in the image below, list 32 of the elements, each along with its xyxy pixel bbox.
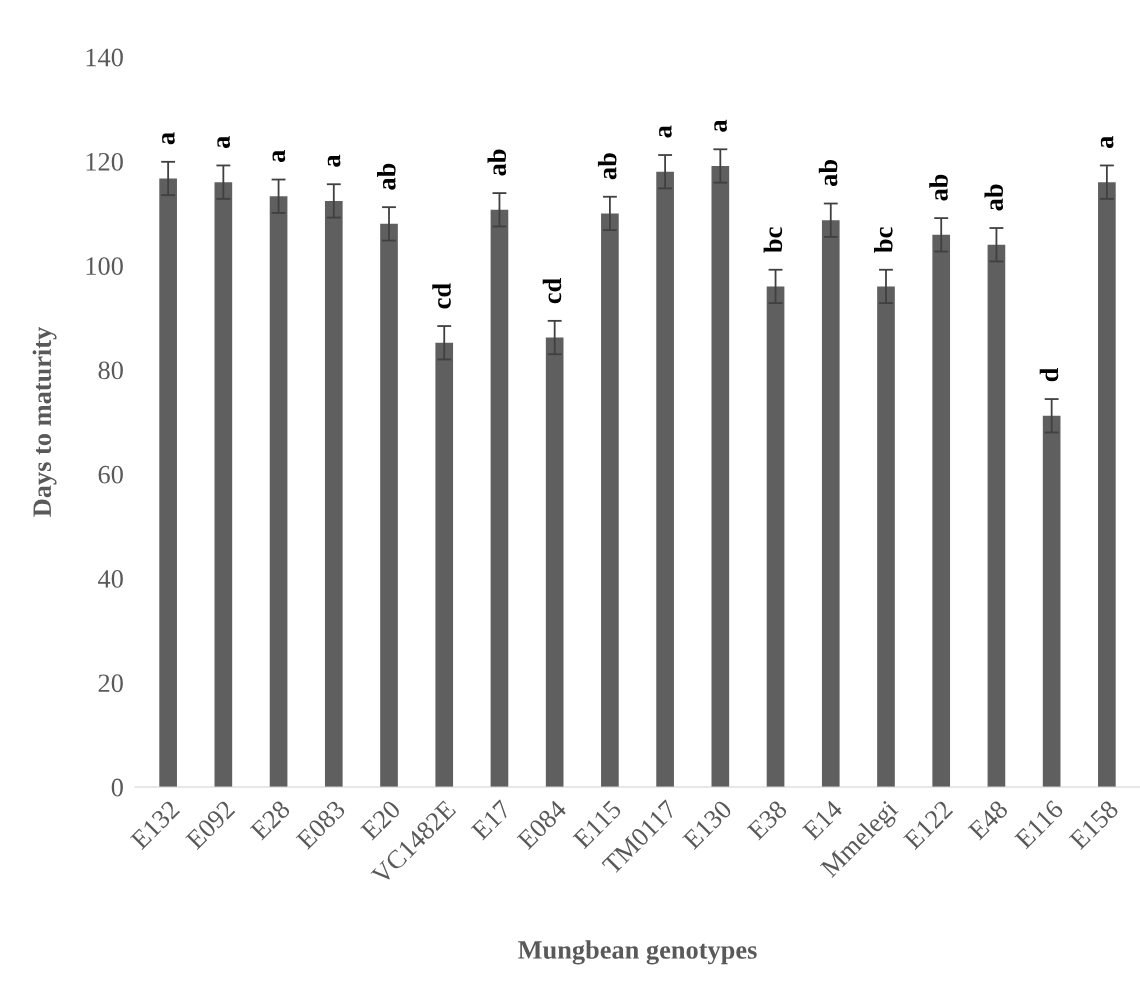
- annotation: ab: [818, 160, 838, 187]
- annotation: ab: [929, 174, 948, 201]
- annotation: a: [714, 119, 727, 132]
- x-axis-title: Mungbean genotypes: [518, 940, 757, 965]
- x-tick-label: E38: [746, 799, 788, 841]
- annotation: a: [659, 125, 672, 138]
- y-tick-label: 40: [98, 570, 123, 588]
- annotation: a: [217, 136, 230, 148]
- annotation: bc: [874, 227, 893, 253]
- y-tick-label: 80: [98, 361, 123, 380]
- y-tick-label: 140: [86, 48, 123, 67]
- annotation: ab: [377, 163, 396, 190]
- annotation: ab: [984, 184, 1004, 211]
- annotation: a: [162, 132, 175, 145]
- annotation: a: [327, 154, 341, 167]
- annotation: a: [1100, 136, 1114, 148]
- x-tick-label: E17: [470, 799, 512, 841]
- y-tick-label: 60: [98, 465, 123, 484]
- annotation: bc: [763, 227, 783, 253]
- annotation: ab: [487, 149, 507, 176]
- x-tick-label: E28: [249, 799, 291, 841]
- x-tick-label: E48: [967, 799, 1009, 841]
- annotation: cd: [432, 283, 451, 309]
- annotation: d: [1039, 368, 1059, 382]
- y-axis-title: Days to maturity: [32, 326, 57, 517]
- y-tick-label: 100: [86, 257, 123, 275]
- annotation: cd: [542, 278, 562, 304]
- y-tick-label: 120: [86, 152, 123, 171]
- annotation: a: [272, 150, 286, 163]
- y-tick-label: 20: [98, 674, 123, 693]
- annotation: ab: [597, 153, 617, 180]
- y-tick-label: 0: [111, 778, 123, 797]
